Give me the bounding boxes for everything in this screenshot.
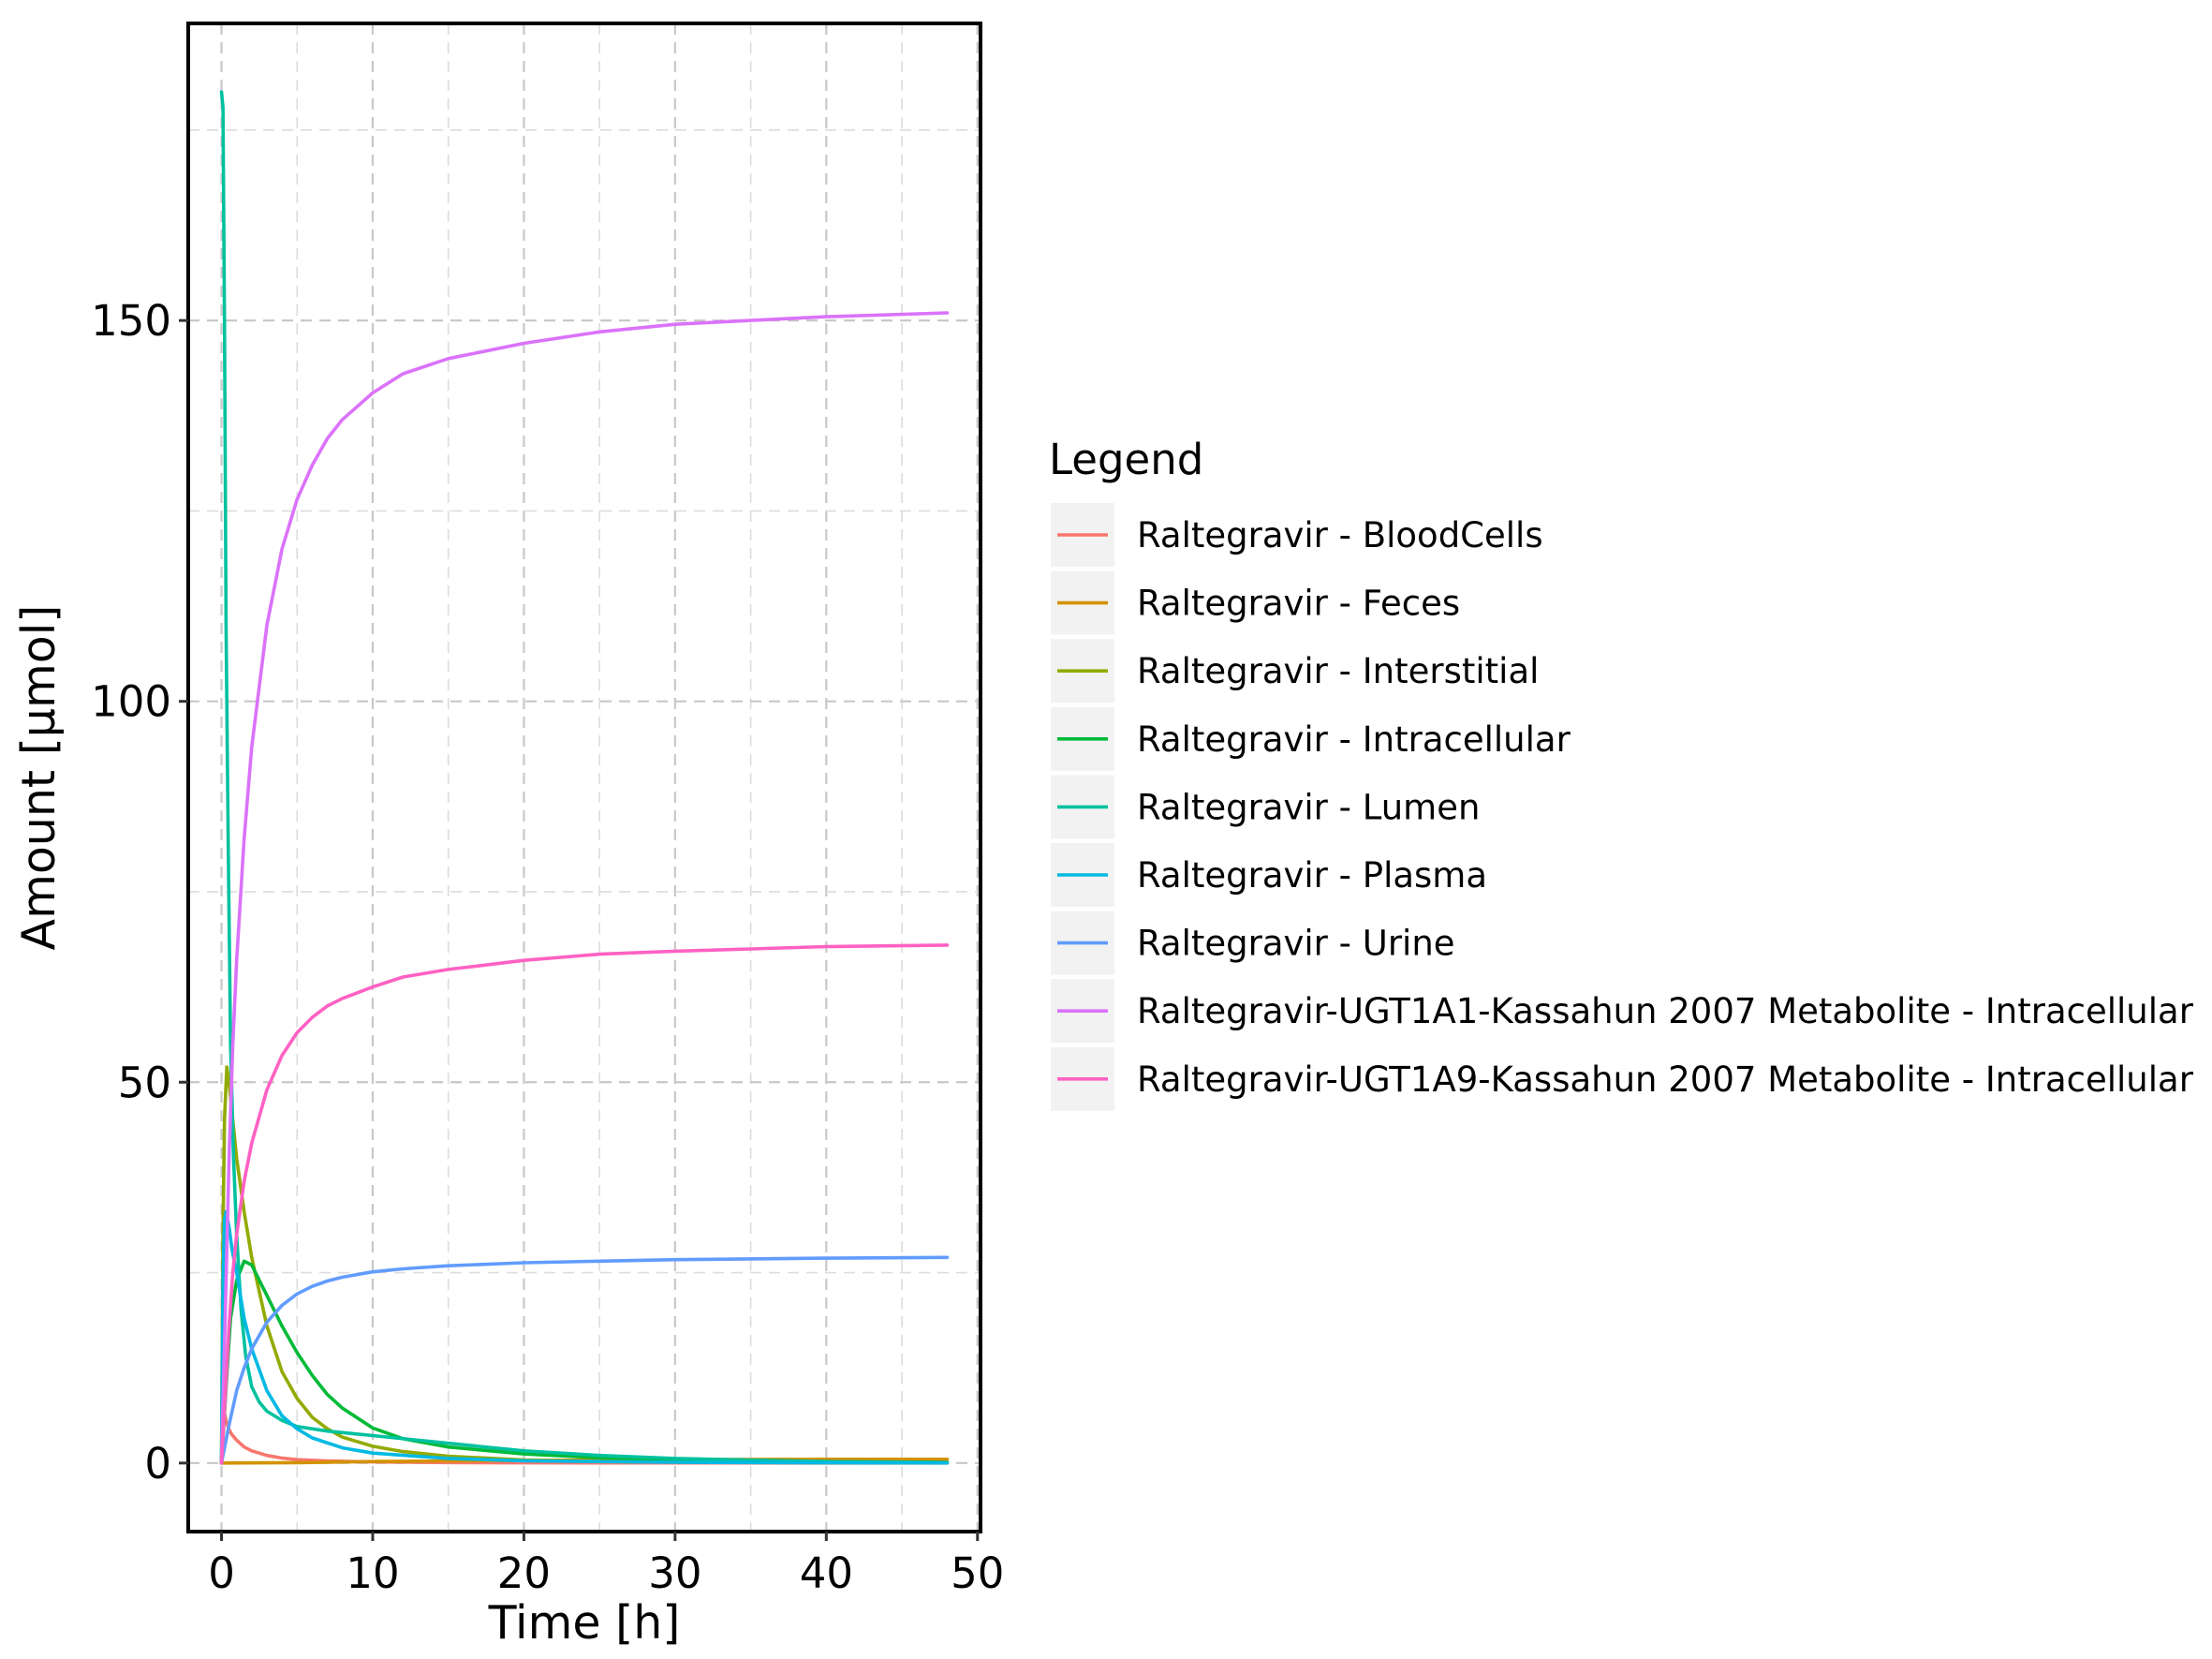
x-tick-label: 0 bbox=[208, 1548, 235, 1598]
legend-label: Raltegravir - Intracellular bbox=[1137, 719, 1571, 760]
series-lines bbox=[219, 90, 950, 1465]
legend-label: Raltegravir - Urine bbox=[1137, 924, 1455, 964]
series-line-7 bbox=[219, 1255, 950, 1465]
legend: Legend Raltegravir - BloodCells Raltegrav… bbox=[1049, 435, 2194, 1111]
series-line-1 bbox=[219, 1412, 950, 1465]
legend-label: Raltegravir - Feces bbox=[1137, 584, 1460, 624]
grid-lines bbox=[188, 23, 981, 1532]
y-tick-label: 100 bbox=[91, 677, 171, 727]
legend-label: Raltegravir - Plasma bbox=[1137, 855, 1487, 896]
plot-border bbox=[186, 22, 982, 1533]
x-tick-label: 40 bbox=[800, 1548, 853, 1598]
y-axis-title: Amount [µmol] bbox=[12, 605, 66, 951]
x-tick-label: 20 bbox=[497, 1548, 551, 1598]
legend-label: Raltegravir-UGT1A9-Kassahun 2007 Metabol… bbox=[1137, 1059, 2194, 1100]
y-tick-label: 150 bbox=[91, 296, 171, 346]
y-tick-label: 0 bbox=[144, 1439, 171, 1489]
legend-label: Raltegravir - Interstitial bbox=[1137, 651, 1539, 691]
axis-ticks: 0 10 20 30 40 50 0 50 100 150 bbox=[91, 296, 1004, 1598]
x-axis-title: Time [h] bbox=[488, 1596, 681, 1650]
legend-title: Legend bbox=[1049, 435, 1203, 484]
series-line-9 bbox=[219, 943, 950, 1465]
legend-label: Raltegravir - Lumen bbox=[1137, 787, 1480, 827]
x-tick-label: 50 bbox=[951, 1548, 1004, 1598]
legend-label: Raltegravir - BloodCells bbox=[1137, 515, 1543, 555]
legend-label: Raltegravir-UGT1A1-Kassahun 2007 Metabol… bbox=[1137, 991, 2194, 1031]
series-line-5 bbox=[219, 90, 950, 1465]
x-tick-label: 10 bbox=[346, 1548, 399, 1598]
y-tick-label: 50 bbox=[118, 1058, 171, 1107]
x-tick-label: 30 bbox=[648, 1548, 701, 1598]
series-line-8 bbox=[219, 311, 950, 1465]
